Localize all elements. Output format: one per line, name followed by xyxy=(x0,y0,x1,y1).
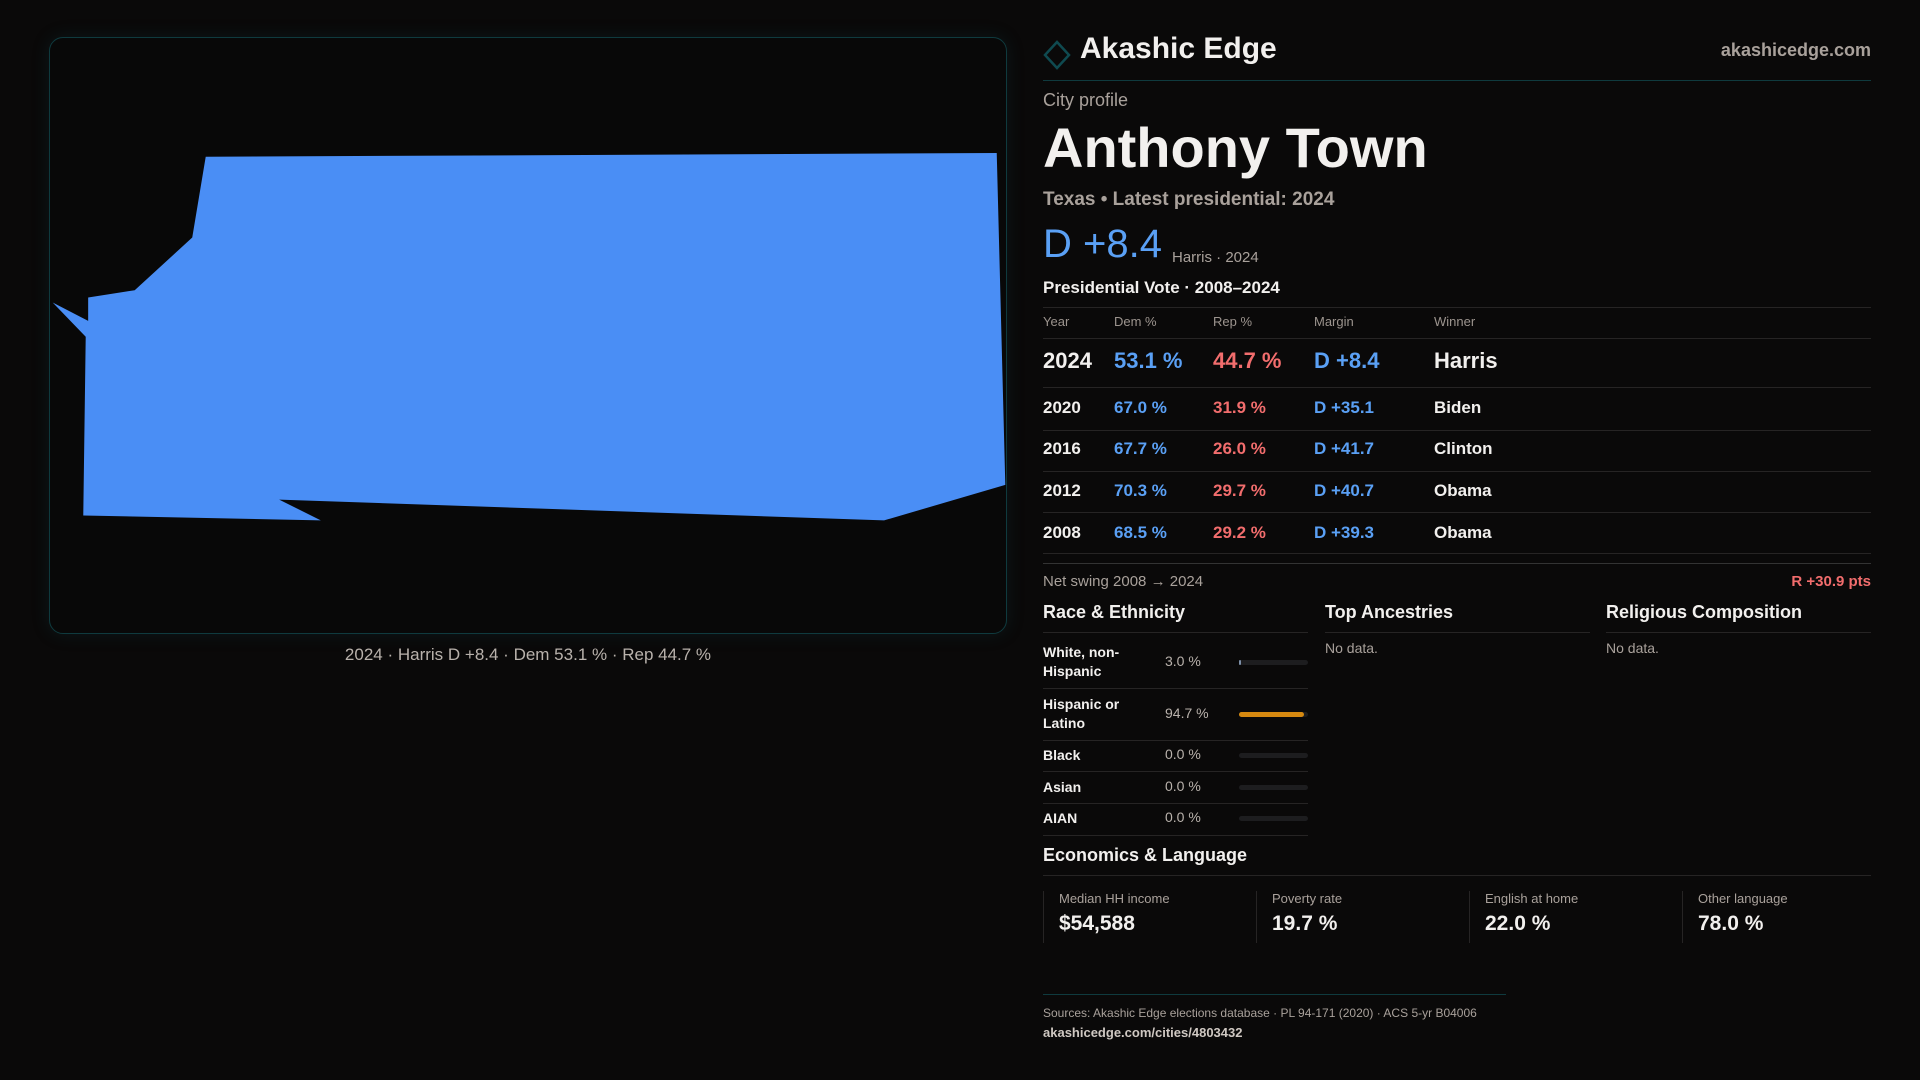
col-margin: Margin xyxy=(1314,314,1354,329)
stat-card: Other language 78.0 % xyxy=(1682,891,1882,943)
row-divider xyxy=(1043,430,1871,431)
ancestries-empty: No data. xyxy=(1325,640,1378,656)
map-caption: 2024 · Harris D +8.4 · Dem 53.1 % · Rep … xyxy=(344,645,712,664)
race-value: 3.0 % xyxy=(1165,653,1201,669)
vote-dem: 67.0 % xyxy=(1114,398,1167,417)
diamond-icon xyxy=(1043,40,1071,70)
col-year: Year xyxy=(1043,314,1070,329)
row-divider xyxy=(1043,771,1308,772)
vote-rep: 26.0 % xyxy=(1213,439,1266,458)
stat-value: 78.0 % xyxy=(1698,912,1764,935)
vote-margin: D +8.4 xyxy=(1314,348,1380,373)
race-bar-fill xyxy=(1239,660,1242,665)
vote-rep: 29.7 % xyxy=(1213,481,1266,500)
site-link[interactable]: akashicedge.com xyxy=(1720,40,1871,60)
religion-empty: No data. xyxy=(1606,640,1659,656)
stat-card: English at home 22.0 % xyxy=(1469,891,1669,943)
stat-label: Other language xyxy=(1698,891,1788,906)
row-divider xyxy=(1043,471,1871,472)
race-value: 0.0 % xyxy=(1165,746,1201,762)
race-bar xyxy=(1239,816,1308,821)
religion-title: Religious Composition xyxy=(1606,602,1802,622)
stat-label: Poverty rate xyxy=(1272,891,1343,906)
race-label: AIAN xyxy=(1043,810,1078,826)
vote-dem: 70.3 % xyxy=(1114,481,1167,500)
vote-winner: Obama xyxy=(1434,481,1492,500)
race-label: White, non-Hispanic xyxy=(1043,644,1120,679)
vote-rep: 29.2 % xyxy=(1213,523,1266,542)
stat-value: $54,588 xyxy=(1059,912,1135,935)
race-bar-fill xyxy=(1239,712,1305,717)
race-bar xyxy=(1239,712,1308,717)
vote-year: 2012 xyxy=(1043,481,1081,500)
vote-margin: D +40.7 xyxy=(1314,481,1375,500)
vote-year: 2020 xyxy=(1043,398,1081,417)
sources-text: Sources: Akashic Edge elections database… xyxy=(1043,1006,1477,1020)
race-label: Hispanic or Latino xyxy=(1043,696,1120,731)
econ-title: Economics & Language xyxy=(1043,845,1248,865)
vote-dem: 53.1 % xyxy=(1114,348,1183,373)
city-boundary-shape[interactable] xyxy=(52,153,1006,521)
vote-winner: Clinton xyxy=(1434,439,1493,458)
vote-year: 2024 xyxy=(1043,348,1092,373)
stat-value: 19.7 % xyxy=(1272,912,1338,935)
race-value: 0.0 % xyxy=(1165,778,1201,794)
race-label: Asian xyxy=(1043,779,1082,795)
stat-card: Poverty rate 19.7 % xyxy=(1256,891,1456,943)
col-winner: Winner xyxy=(1434,314,1476,329)
vote-section-title: Presidential Vote · 2008–2024 xyxy=(1043,278,1280,297)
race-value: 0.0 % xyxy=(1165,809,1201,825)
race-label: Black xyxy=(1043,747,1081,763)
vote-dem: 68.5 % xyxy=(1114,523,1167,542)
vote-winner: Harris xyxy=(1434,348,1498,373)
vote-winner: Obama xyxy=(1434,523,1492,542)
stat-card: Median HH income $54,588 xyxy=(1043,891,1243,943)
vote-margin: D +41.7 xyxy=(1314,439,1375,458)
race-bar xyxy=(1239,753,1308,758)
row-divider xyxy=(1043,835,1308,836)
row-divider xyxy=(1043,688,1308,689)
page-title: Anthony Town xyxy=(1043,116,1428,179)
net-swing-value: R +30.9 pts xyxy=(1791,573,1871,590)
page-kicker: City profile xyxy=(1043,90,1129,110)
vote-dem: 67.7 % xyxy=(1114,439,1167,458)
vote-margin: D +35.1 xyxy=(1314,398,1375,417)
page-subtitle: Texas • Latest presidential: 2024 xyxy=(1043,189,1335,210)
brand-name: Akashic Edge xyxy=(1080,32,1277,65)
row-divider xyxy=(1043,512,1871,513)
row-divider xyxy=(1043,387,1871,388)
row-divider xyxy=(1043,553,1871,554)
vote-rep: 44.7 % xyxy=(1213,348,1282,373)
col-dem: Dem % xyxy=(1114,314,1157,329)
vote-year: 2008 xyxy=(1043,523,1081,542)
headline-margin-note: Harris · 2024 xyxy=(1172,249,1259,266)
stat-value: 22.0 % xyxy=(1485,912,1551,935)
vote-winner: Biden xyxy=(1434,398,1482,417)
race-value: 94.7 % xyxy=(1165,705,1209,721)
vote-margin: D +39.3 xyxy=(1314,523,1375,542)
stat-label: English at home xyxy=(1485,891,1579,906)
vote-year: 2016 xyxy=(1043,439,1081,458)
headline-margin: D +8.4 xyxy=(1043,222,1162,266)
col-rep: Rep % xyxy=(1213,314,1253,329)
vote-rep: 31.9 % xyxy=(1213,398,1266,417)
stat-label: Median HH income xyxy=(1059,891,1170,906)
row-divider xyxy=(1043,803,1308,804)
net-swing-label: Net swing 2008 → 2024 xyxy=(1043,573,1204,590)
race-title: Race & Ethnicity xyxy=(1043,602,1186,622)
race-bar xyxy=(1239,660,1308,665)
ancestries-title: Top Ancestries xyxy=(1325,602,1454,622)
race-bar xyxy=(1239,785,1308,790)
row-divider xyxy=(1043,740,1308,741)
profile-url-link[interactable]: akashicedge.com/cities/4803432 xyxy=(1043,1025,1243,1040)
